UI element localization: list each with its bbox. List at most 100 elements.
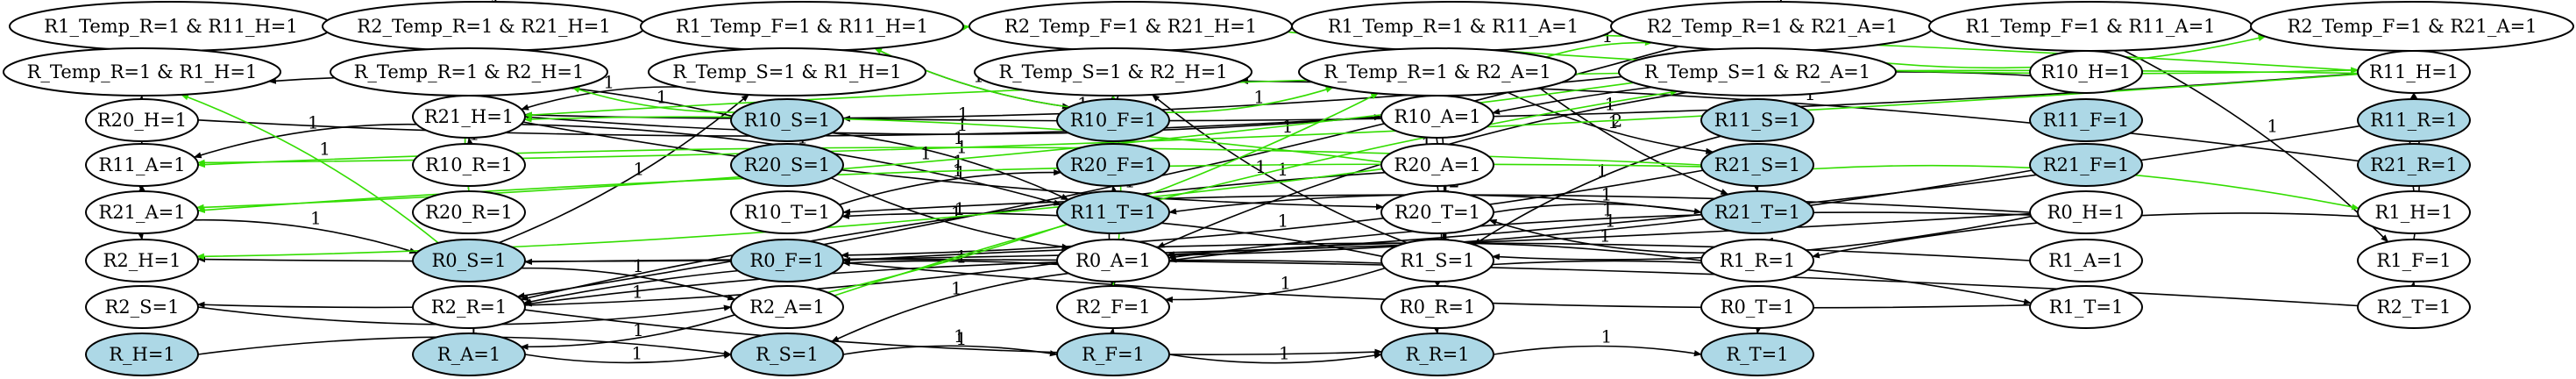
edge-r21-h-to-r11-a xyxy=(193,123,417,159)
node-shape xyxy=(2357,285,2471,329)
node-r20-a: R20_A=1 xyxy=(1380,143,1494,187)
node-shape xyxy=(1380,95,1494,139)
edge-label: 1 xyxy=(634,159,645,180)
edge-label: 1 xyxy=(1605,94,1616,115)
node-label: R11_F=1 xyxy=(2043,110,2130,131)
node-label: R21_S=1 xyxy=(1714,154,1800,175)
edge-label: 1 xyxy=(958,104,969,125)
node-r0-s: R0_S=1 xyxy=(412,239,526,282)
node-label: R11_R=1 xyxy=(2370,110,2458,131)
node-label: R_Temp_S=1 & R1_H=1 xyxy=(672,61,901,82)
edge-r1-s-to-r-temp-s1-r2-h1 xyxy=(1151,94,1408,244)
node-r2-temp-r1-r21-h1: R2_Temp_R=1 & R21_H=1 xyxy=(322,1,646,52)
edge-r-f-to-r-r xyxy=(1168,352,1382,364)
node-r20-r: R20_R=1 xyxy=(412,190,526,234)
node-shape xyxy=(2357,98,2471,142)
node-shape xyxy=(85,239,199,282)
edge-r10-f-to-r-temp-r1-r2-a1 xyxy=(1165,86,1334,114)
node-label: R1_Temp_F=1 & R11_H=1 xyxy=(676,16,928,37)
node-label: R2_Temp_F=1 & R21_H=1 xyxy=(1004,16,1257,37)
edge-r10-s-to-r-temp-r1-r2-h1 xyxy=(571,86,735,113)
node-label: R10_A=1 xyxy=(1394,106,1480,127)
node-r10-h: R10_H=1 xyxy=(2029,50,2143,94)
node-label: R0_S=1 xyxy=(431,250,506,271)
edge-r-a-to-r-s xyxy=(524,352,732,364)
node-shape xyxy=(2029,143,2143,187)
node-shape xyxy=(2029,50,2143,94)
node-label: R21_A=1 xyxy=(98,202,185,223)
edge-r10-t-to-r20-f xyxy=(839,168,1062,206)
node-label: R_Temp_R=1 & R2_H=1 xyxy=(354,61,585,82)
edge-label: 1 xyxy=(1605,210,1616,231)
node-label: R1_Temp_R=1 & R11_H=1 xyxy=(44,16,297,37)
edge-label: 1 xyxy=(951,278,962,299)
node-shape xyxy=(85,143,199,187)
nodes-layer: R1_Temp_R=1 & R11_H=1 R2_Temp_R=1 & R21_H… xyxy=(3,1,2574,376)
node-shape xyxy=(974,47,1253,97)
node-label: R0_A=1 xyxy=(1075,250,1151,271)
edge-label: 1 xyxy=(632,342,643,363)
node-shape xyxy=(1056,143,1170,187)
node-r-temp-r1-r2-h1: R_Temp_R=1 & R2_H=1 xyxy=(330,47,608,97)
node-shape xyxy=(3,47,281,97)
node-shape xyxy=(412,190,526,234)
node-shape xyxy=(412,95,526,139)
edge-r-temp-r1-r2-a1-to-r21-s xyxy=(1507,91,1714,154)
node-shape xyxy=(1056,285,1170,329)
edge-r2-a-to-r-temp-s1-r2-a1 xyxy=(834,89,1678,297)
node-r1-f: R1_F=1 xyxy=(2357,239,2471,282)
node-r21-f: R21_F=1 xyxy=(2029,143,2143,187)
node-label: R20_F=1 xyxy=(1070,154,1157,175)
node-label: R2_A=1 xyxy=(749,297,825,318)
edge-r20-t-to-r21-t xyxy=(1493,203,1702,215)
edge-label: 1 xyxy=(953,151,964,172)
node-r2-t: R2_T=1 xyxy=(2357,285,2471,329)
node-shape xyxy=(412,239,526,282)
node-r0-h: R0_H=1 xyxy=(2029,190,2143,234)
node-r2-a: R2_A=1 xyxy=(730,285,844,329)
node-label: R1_S=1 xyxy=(1400,250,1474,271)
node-shape xyxy=(85,285,199,329)
node-label: R1_A=1 xyxy=(2048,250,2124,271)
edge-label: 1 xyxy=(603,72,614,93)
node-r1-s: R1_S=1 xyxy=(1380,239,1494,282)
node-shape xyxy=(2357,190,2471,234)
node-r2-temp-f1-r21-a1: R2_Temp_F=1 & R21_A=1 xyxy=(2250,1,2574,52)
node-shape xyxy=(1700,333,1814,376)
node-r21-a: R21_A=1 xyxy=(85,190,199,234)
node-shape xyxy=(1380,285,1494,329)
edge-label: 1 xyxy=(1278,210,1289,231)
node-shape xyxy=(85,190,199,234)
node-label: R1_T=1 xyxy=(2049,297,2124,318)
node-r0-t: R0_T=1 xyxy=(1700,285,1814,329)
edge-r1-s-to-r2-f xyxy=(1164,267,1386,304)
node-r-t: R_T=1 xyxy=(1700,333,1814,376)
node-shape xyxy=(1380,239,1494,282)
node-label: R2_T=1 xyxy=(2377,297,2452,318)
node-shape xyxy=(412,285,526,329)
node-shape xyxy=(85,98,199,142)
node-r-temp-s1-r2-a1: R_Temp_S=1 & R2_A=1 xyxy=(1618,47,1897,97)
node-r-temp-r1-r2-a1: R_Temp_R=1 & R2_A=1 xyxy=(1298,47,1577,97)
node-label: R10_S=1 xyxy=(744,110,830,131)
edge-label: 1 xyxy=(953,160,964,181)
edge-r-temp-r1-r2-a1-to-r2-temp-r1-r21-a1 xyxy=(1545,39,1653,58)
node-label: R11_T=1 xyxy=(1070,202,1156,223)
node-r2-s: R2_S=1 xyxy=(85,285,199,329)
node-r0-r: R0_R=1 xyxy=(1380,285,1494,329)
edge-r10-s-to-r11-t xyxy=(832,132,1069,201)
node-label: R11_S=1 xyxy=(1714,110,1800,131)
node-r0-a: R0_A=1 xyxy=(1056,239,1170,282)
node-r11-f: R11_F=1 xyxy=(2029,98,2143,142)
edge-label: 1 xyxy=(633,319,644,340)
node-label: R10_F=1 xyxy=(1070,110,1157,131)
node-r1-temp-r1-r11-a1: R1_Temp_R=1 & R11_A=1 xyxy=(1291,1,1615,52)
edge-label: 1 xyxy=(1607,111,1619,132)
node-r11-t: R11_T=1 xyxy=(1056,190,1170,234)
node-label: R10_H=1 xyxy=(2041,61,2131,82)
node-label: R21_R=1 xyxy=(2370,154,2458,175)
node-label: R_A=1 xyxy=(437,344,500,365)
node-r1-h: R1_H=1 xyxy=(2357,190,2471,234)
node-shape xyxy=(730,333,844,376)
